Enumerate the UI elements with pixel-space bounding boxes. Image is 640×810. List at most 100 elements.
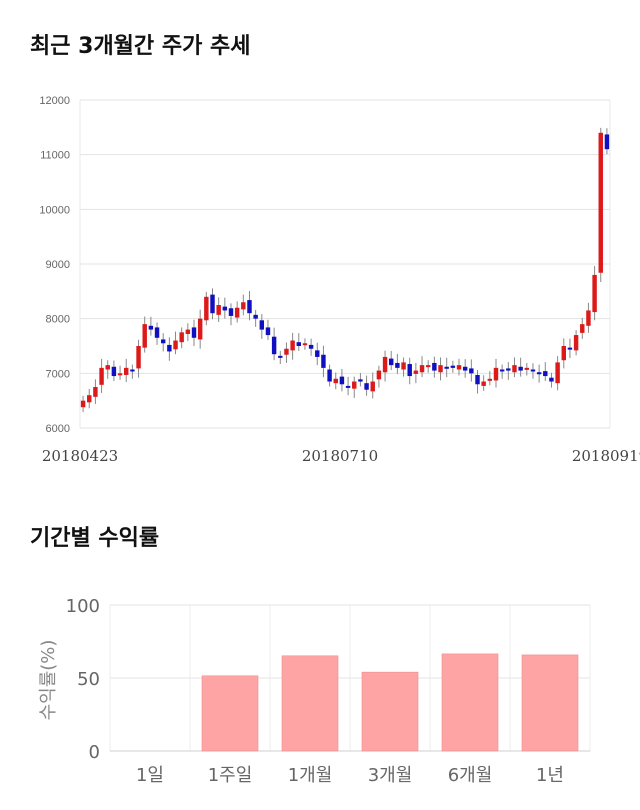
- candle-body: [499, 369, 505, 372]
- price-chart-grid: [79, 99, 611, 429]
- price-trend-title: 최근 3개월간 주가 추세: [30, 34, 251, 59]
- candle-body: [142, 324, 147, 348]
- returns-y-tick: 0: [89, 742, 100, 763]
- candle-body: [407, 364, 412, 377]
- candle-body: [253, 314, 258, 319]
- returns-y-axis-label: 수익률(%): [38, 640, 59, 721]
- candle-body: [518, 366, 523, 371]
- returns-bar: [361, 671, 419, 752]
- candle-body: [284, 348, 289, 355]
- candle-body: [376, 370, 382, 380]
- candle-body: [456, 365, 462, 370]
- returns-x-tick: 3개월: [368, 765, 413, 786]
- candle-body: [87, 395, 92, 403]
- candle-body: [278, 355, 283, 358]
- returns-x-tick: 1일: [136, 765, 164, 786]
- candle-body: [222, 306, 228, 311]
- candle-body: [580, 324, 585, 333]
- candle-body: [130, 369, 135, 372]
- returns-x-tick: 6개월: [448, 765, 493, 786]
- candle-body: [536, 372, 542, 375]
- candle-body: [105, 365, 110, 370]
- candle-body: [296, 342, 301, 346]
- candle-body: [290, 340, 295, 351]
- candle-body: [259, 320, 265, 330]
- returns-chart-grid: [109, 604, 591, 752]
- candle-body: [419, 365, 425, 373]
- candle-body: [271, 336, 277, 355]
- price-y-tick: 8000: [46, 314, 70, 326]
- candle-body: [567, 347, 573, 350]
- returns-chart-x-axis: 1일 1주일 1개월 3개월 6개월 1년: [136, 765, 564, 786]
- candle-body: [604, 134, 610, 150]
- candle-body: [173, 340, 178, 350]
- candle-body: [561, 346, 566, 361]
- price-x-label: 20180710: [302, 447, 378, 465]
- price-chart-candles: [80, 127, 610, 413]
- returns-bar: [201, 675, 259, 752]
- candle-body: [382, 356, 388, 373]
- candle-body: [167, 344, 172, 352]
- price-y-tick: 12000: [39, 95, 70, 107]
- candle-body: [432, 362, 437, 371]
- price-y-tick: 6000: [46, 423, 70, 435]
- candle-body: [493, 367, 499, 381]
- candle-body: [160, 339, 166, 344]
- candle-body: [210, 294, 215, 314]
- candle-body: [302, 343, 308, 346]
- candle-body: [148, 325, 154, 330]
- returns-title: 기간별 수익률: [30, 526, 160, 551]
- candle-body: [358, 379, 363, 382]
- candle-body: [154, 327, 160, 338]
- candle-body: [462, 366, 468, 371]
- returns-bar: [521, 654, 579, 752]
- candle-body: [389, 358, 394, 366]
- candle-body: [136, 346, 141, 369]
- candle-body: [265, 327, 271, 336]
- candle-body: [370, 381, 375, 392]
- price-trend-chart: 12000 11000 10000 9000 8000 7000 6000 20180423…: [39, 95, 640, 465]
- candle-body: [401, 362, 406, 370]
- candle-body: [524, 367, 530, 370]
- price-y-tick: 11000: [40, 150, 70, 162]
- candle-body: [308, 344, 314, 349]
- candle-body: [352, 381, 357, 389]
- candle-body: [592, 274, 597, 313]
- candle-body: [543, 371, 548, 377]
- candle-body: [425, 365, 431, 368]
- candle-body: [444, 366, 449, 369]
- candle-body: [315, 350, 320, 357]
- returns-x-tick: 1년: [536, 765, 564, 786]
- price-y-tick: 10000: [39, 204, 70, 216]
- price-x-label: 20180423: [42, 447, 118, 465]
- candle-body: [481, 381, 486, 386]
- price-y-tick: 9000: [46, 259, 70, 271]
- candle-body: [117, 373, 123, 376]
- candle-body: [555, 362, 560, 384]
- candle-body: [345, 385, 351, 388]
- candle-body: [247, 300, 252, 314]
- candle-body: [549, 377, 554, 382]
- candle-body: [487, 378, 493, 381]
- returns-y-tick: 50: [77, 669, 100, 690]
- price-chart-x-axis: 20180423 20180710 20180919: [42, 447, 640, 465]
- candle-body: [395, 362, 400, 368]
- candle-body: [228, 308, 234, 316]
- candle-body: [586, 310, 591, 326]
- candle-body: [512, 365, 517, 373]
- returns-chart-y-axis: 100 50 0: [66, 596, 100, 763]
- candle-body: [204, 296, 209, 321]
- candle-body: [598, 132, 603, 273]
- returns-y-tick: 100: [66, 596, 100, 617]
- candle-body: [321, 354, 326, 368]
- price-chart-y-axis: 12000 11000 10000 9000 8000 7000 6000: [39, 95, 70, 435]
- candle-body: [241, 302, 246, 310]
- returns-x-tick: 1주일: [208, 765, 253, 786]
- price-y-tick: 7000: [46, 368, 70, 380]
- candle-body: [234, 307, 240, 318]
- candle-body: [475, 374, 480, 385]
- candle-body: [179, 332, 184, 343]
- returns-bar: [441, 653, 499, 752]
- candle-body: [93, 387, 98, 397]
- returns-chart-bars: [201, 653, 579, 752]
